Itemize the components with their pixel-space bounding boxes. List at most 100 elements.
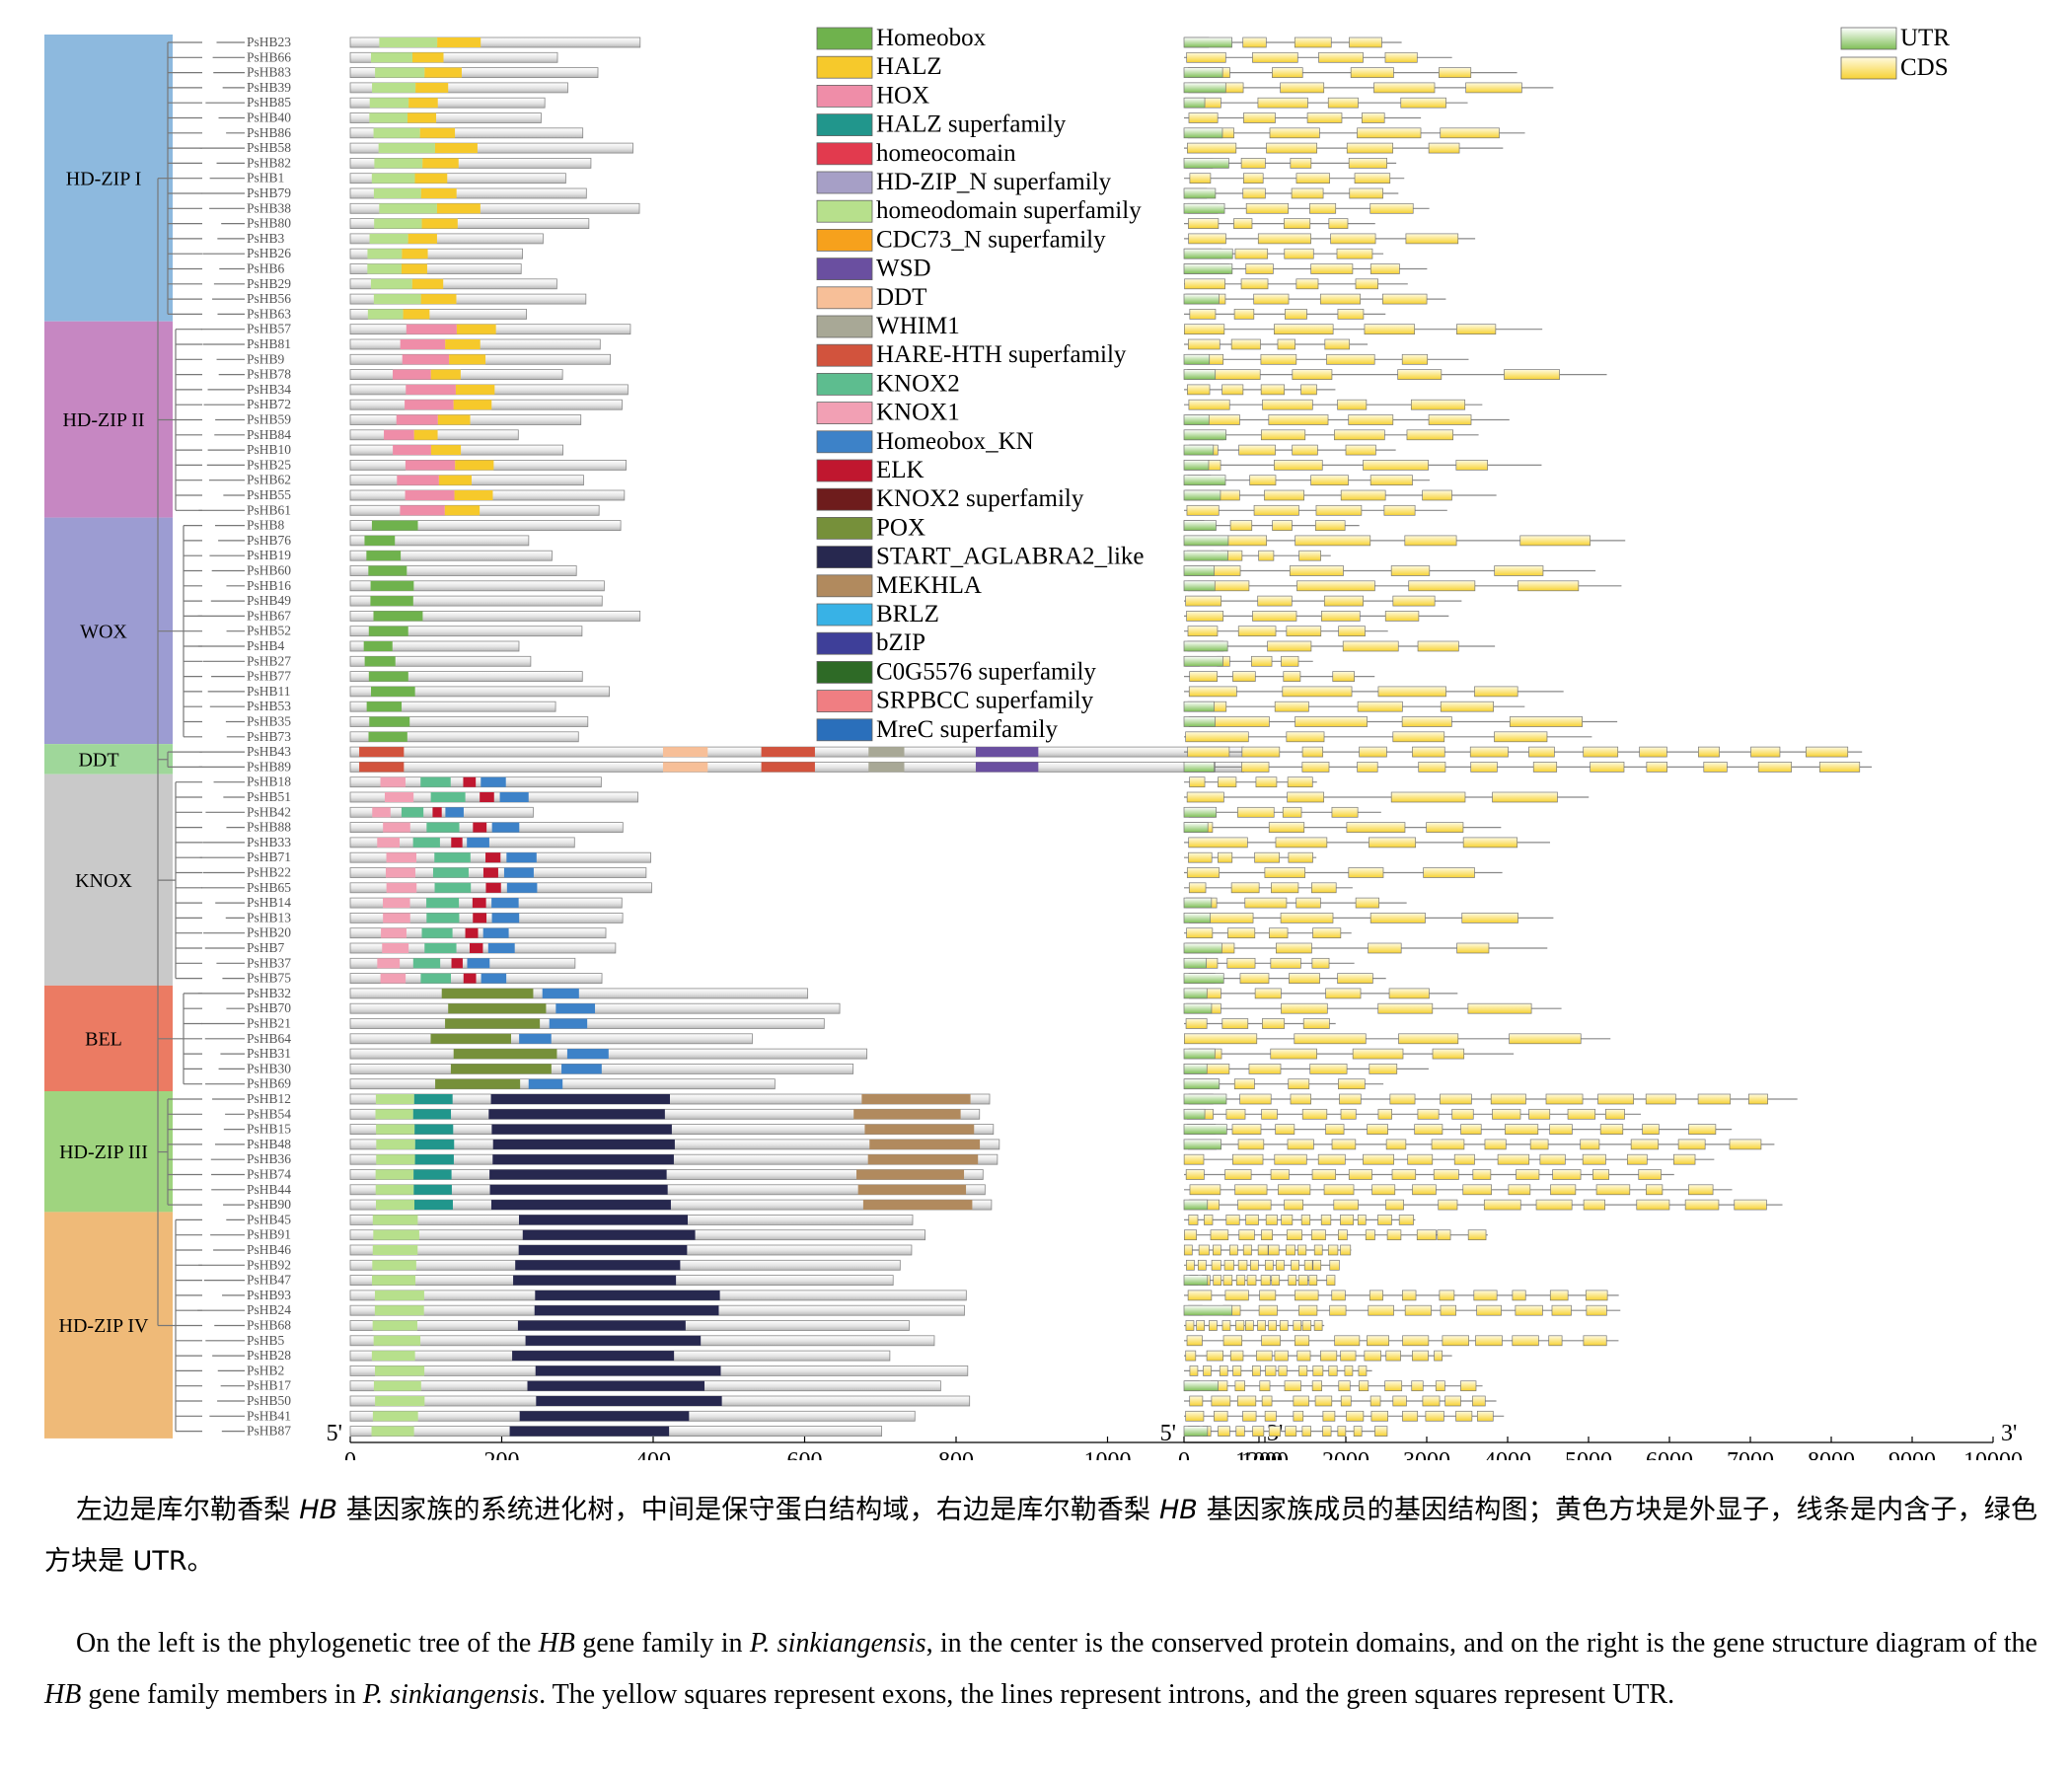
exon-cds bbox=[1392, 1395, 1407, 1407]
exon-cds bbox=[1642, 1124, 1660, 1135]
exon-cds bbox=[1245, 1215, 1259, 1225]
gene-label-pshb68: PsHB68 bbox=[247, 1318, 291, 1333]
exon-cds bbox=[1243, 112, 1276, 123]
domain-mekhla bbox=[861, 1094, 971, 1104]
exon-cds bbox=[1257, 1320, 1266, 1331]
exon-cds bbox=[1548, 1335, 1563, 1347]
exon-cds bbox=[1189, 671, 1219, 682]
exon-cds bbox=[1328, 1365, 1338, 1376]
gene-structure-panel bbox=[1183, 37, 1873, 1437]
exon-cds bbox=[1484, 1139, 1507, 1150]
domain-homeodomain-superfamily bbox=[374, 1305, 424, 1316]
gene-label-pshb9: PsHB9 bbox=[247, 351, 285, 366]
legend-swatch bbox=[816, 718, 873, 742]
domain-homeobox-kn bbox=[528, 1078, 563, 1089]
exon-cds bbox=[1497, 1153, 1530, 1165]
exon-cds bbox=[1268, 414, 1329, 425]
exon-cds bbox=[1338, 626, 1366, 637]
domain-start-aglabra2-like bbox=[490, 1200, 671, 1211]
domain-pox bbox=[430, 1033, 511, 1044]
exon-cds bbox=[1264, 867, 1305, 878]
gene-label-pshb3: PsHB3 bbox=[247, 231, 285, 246]
exon-cds bbox=[1385, 1199, 1404, 1211]
domain-start-aglabra2-like bbox=[512, 1351, 675, 1362]
domain-halz bbox=[407, 233, 437, 244]
exon-cds bbox=[1243, 173, 1264, 184]
exon-cds bbox=[1325, 988, 1362, 999]
exon-cds bbox=[1306, 112, 1343, 123]
exon-cds bbox=[1703, 762, 1728, 773]
gene-label-pshb93: PsHB93 bbox=[247, 1288, 291, 1302]
exon-cds bbox=[1186, 1259, 1195, 1271]
utr-block bbox=[1183, 973, 1224, 984]
domain-homeodomain-superfamily bbox=[374, 1290, 424, 1300]
exon-cds bbox=[1389, 1093, 1416, 1105]
domain-start-aglabra2-like bbox=[519, 1411, 690, 1422]
gene-label-pshb58: PsHB58 bbox=[247, 140, 291, 155]
domain-homeodomain-superfamily bbox=[376, 1154, 415, 1165]
exon-cds bbox=[1267, 640, 1312, 652]
caption-english: On the left is the phylogenetic tree of … bbox=[44, 1628, 2037, 1710]
axis-tick-label: 0 bbox=[344, 1448, 356, 1460]
exon-cds bbox=[1184, 1229, 1198, 1241]
exon-cds bbox=[1253, 293, 1290, 305]
legend-label-srpbcc-superfamily: SRPBCC superfamily bbox=[876, 688, 1094, 714]
exon-cds bbox=[1186, 1335, 1203, 1347]
utr-block bbox=[1183, 460, 1210, 471]
exon-cds bbox=[1223, 1259, 1234, 1271]
exon-cds bbox=[1358, 1380, 1369, 1392]
exon-cds bbox=[1313, 1244, 1323, 1256]
domain-start-aglabra2-like bbox=[515, 1260, 681, 1271]
gene-label-pshb65: PsHB65 bbox=[247, 880, 291, 895]
domain-homeodomain-superfamily bbox=[378, 143, 435, 154]
domain-knox2 bbox=[426, 913, 460, 923]
domain-elk bbox=[485, 882, 501, 893]
exon-cds bbox=[1407, 1153, 1434, 1165]
protein-bar-pshb39 bbox=[349, 82, 568, 94]
exon-cds bbox=[1465, 82, 1522, 94]
exon-cds bbox=[1472, 1395, 1486, 1407]
protein-bar-pshb83 bbox=[349, 67, 599, 78]
exon-cds bbox=[1290, 1093, 1311, 1105]
domain-homeobox bbox=[370, 596, 413, 607]
exon-cds bbox=[1256, 1350, 1273, 1362]
protein-bar-pshb49 bbox=[349, 595, 603, 607]
exon-cds bbox=[1274, 701, 1309, 712]
exon-cds bbox=[1198, 1244, 1210, 1256]
exon-cds bbox=[1364, 1350, 1381, 1362]
structure-legend-label-utr: UTR bbox=[1900, 25, 1950, 51]
exon-cds bbox=[1278, 1184, 1311, 1196]
gene-label-pshb33: PsHB33 bbox=[247, 835, 291, 849]
exon-cds bbox=[1456, 324, 1497, 335]
exon-cds bbox=[1757, 762, 1793, 773]
domain-homeobox bbox=[368, 565, 407, 576]
legend-swatch bbox=[816, 459, 873, 482]
exon-cds bbox=[1245, 202, 1290, 214]
exon-cds bbox=[1278, 1365, 1288, 1376]
exon-cds bbox=[1298, 1304, 1318, 1316]
exon-cds bbox=[1289, 973, 1320, 984]
exon-cds bbox=[1292, 444, 1318, 456]
domain-homeodomain-superfamily bbox=[373, 188, 421, 198]
exon-cds bbox=[1438, 1199, 1458, 1211]
exon-cds bbox=[1261, 1229, 1274, 1241]
exon-cds bbox=[1287, 1139, 1314, 1150]
exon-cds bbox=[1388, 988, 1430, 999]
exon-cds bbox=[1357, 1215, 1367, 1225]
domain-homeodomain-superfamily bbox=[371, 173, 415, 184]
exon-cds bbox=[1186, 51, 1226, 63]
exon-cds bbox=[1186, 504, 1220, 516]
exon-cds bbox=[1261, 1335, 1281, 1347]
exon-cds bbox=[1333, 1199, 1359, 1211]
axis-tick-label: 400 bbox=[635, 1448, 671, 1460]
exon-cds bbox=[1529, 1139, 1549, 1150]
utr-block bbox=[1183, 1002, 1213, 1014]
protein-bar-pshb79 bbox=[349, 187, 587, 199]
exon-cds bbox=[1516, 1169, 1540, 1180]
exon-cds bbox=[1377, 1215, 1392, 1225]
exon-cds bbox=[1337, 309, 1365, 320]
gene-label-pshb89: PsHB89 bbox=[247, 759, 291, 774]
gene-label-pshb59: PsHB59 bbox=[247, 412, 291, 427]
domain-halz bbox=[445, 339, 481, 349]
exon-cds bbox=[1314, 520, 1346, 531]
